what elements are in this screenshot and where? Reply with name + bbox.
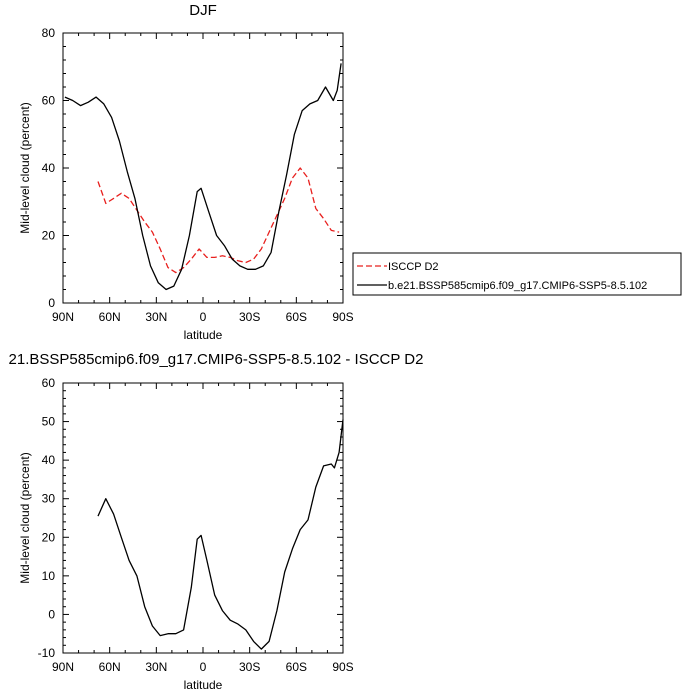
y-tick-label: 0 (48, 296, 55, 310)
x-tick-label: 60N (99, 660, 121, 674)
x-tick-label: 90N (52, 660, 74, 674)
y-tick-label: 60 (42, 376, 56, 390)
y-axis-label: Mid-level cloud (percent) (18, 102, 32, 233)
y-tick-label: 30 (42, 492, 56, 506)
chart-title: DJF (189, 2, 217, 19)
legend-label-0: ISCCP D2 (388, 261, 439, 273)
series-line-1 (64, 63, 342, 291)
x-tick-label: 30S (239, 660, 260, 674)
legend-box (352, 252, 682, 296)
x-tick-label: 60S (286, 660, 307, 674)
x-tick-label: 0 (200, 310, 207, 324)
x-tick-label: 60S (286, 310, 307, 324)
x-tick-label: 30N (145, 310, 167, 324)
y-tick-label: 40 (42, 453, 56, 467)
series-line-0 (97, 419, 344, 650)
y-tick-label: 10 (42, 569, 56, 583)
x-tick-label: 60N (99, 310, 121, 324)
legend-label-1: b.e21.BSSP585cmip6.f09_g17.CMIP6-SSP5-8.… (388, 280, 647, 292)
chart-difference-panel: 21.BSSP585cmip6.f09_g17.CMIP6-SSP5-8.5.1… (9, 351, 424, 692)
plot-frame (62, 382, 344, 654)
legend: ISCCP D2 b.e21.BSSP585cmip6.f09_g17.CMIP6… (352, 252, 682, 296)
y-tick-label: 20 (42, 229, 56, 243)
x-axis-label: latitude (184, 328, 223, 342)
x-tick-label: 90N (52, 310, 74, 324)
y-tick-label: 20 (42, 530, 56, 544)
chart-djf-panel: DJF 90N 60N 30N 0 30S 60S 90S 0 20 40 60 80 latitude M… (18, 2, 682, 342)
series-line-0 (97, 167, 340, 274)
y-tick-label: -10 (38, 646, 56, 660)
y-tick-label: 50 (42, 415, 56, 429)
y-axis-label: Mid-level cloud (percent) (18, 452, 32, 583)
x-tick-label: 0 (200, 660, 207, 674)
x-tick-label: 90S (332, 310, 353, 324)
x-tick-label: 90S (332, 660, 353, 674)
x-tick-label: 30N (145, 660, 167, 674)
y-tick-label: 0 (48, 607, 55, 621)
y-tick-label: 80 (42, 26, 56, 40)
chart-title: 21.BSSP585cmip6.f09_g17.CMIP6-SSP5-8.5.1… (9, 351, 424, 368)
x-axis-label: latitude (184, 678, 223, 692)
x-tick-label: 30S (239, 310, 260, 324)
y-tick-label: 60 (42, 94, 56, 108)
y-tick-label: 40 (42, 161, 56, 175)
